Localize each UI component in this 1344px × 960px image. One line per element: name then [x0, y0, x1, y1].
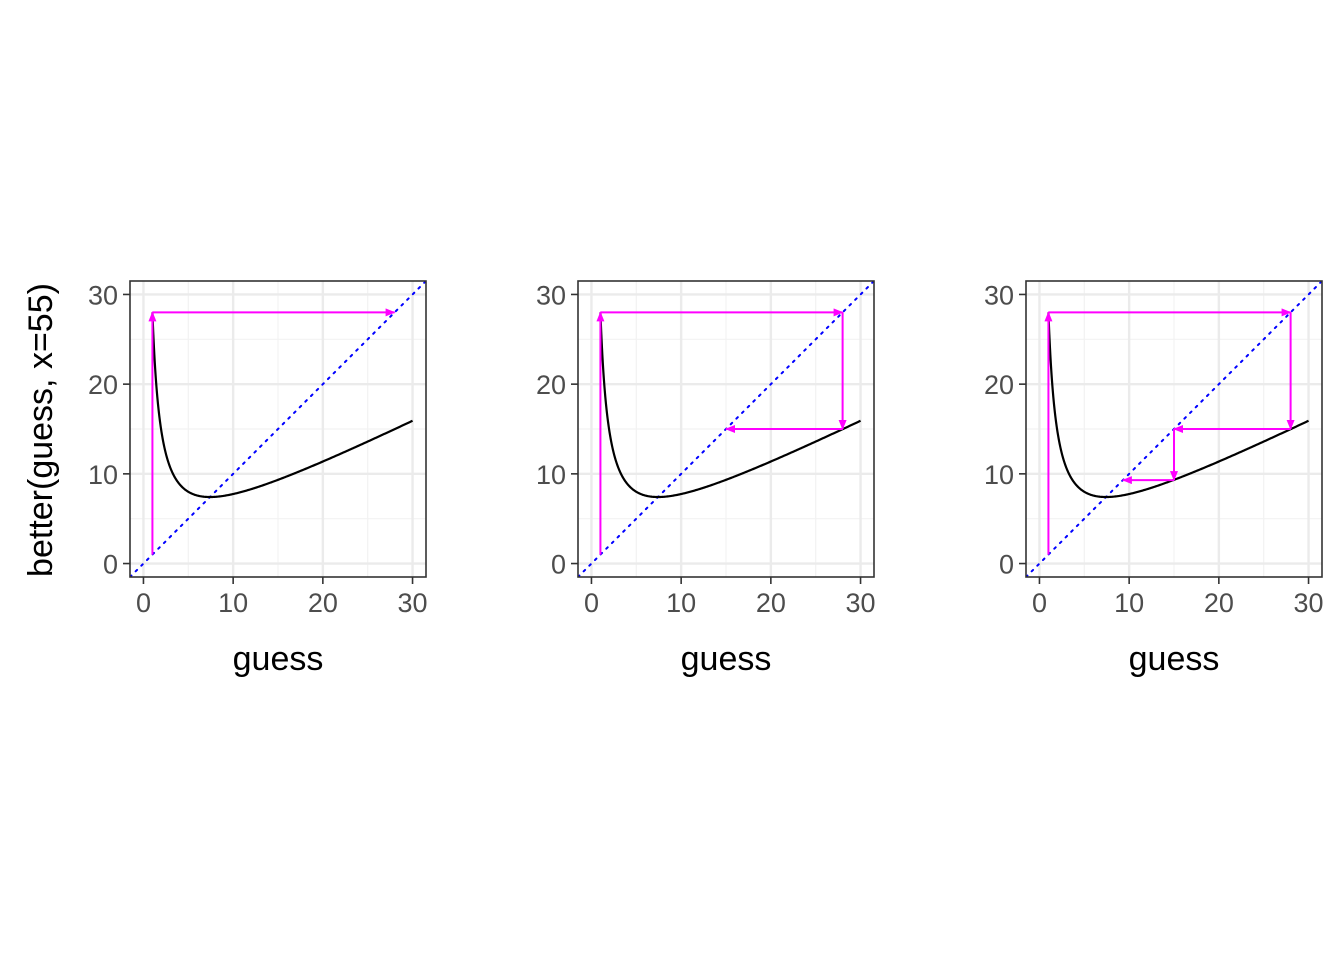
panel-3: 0 10 20 30 0 10 20 30 guess	[984, 280, 1324, 678]
panel-border	[1025, 280, 1323, 578]
plot-area	[130, 281, 426, 577]
x-tick-label: 20	[1204, 588, 1234, 618]
y-tick-label: 10	[536, 460, 566, 490]
plot-area	[578, 281, 874, 577]
x-axis-title: guess	[681, 640, 772, 678]
y-tick-label: 20	[88, 370, 118, 400]
y-tick-label: 20	[984, 370, 1014, 400]
panel-border	[577, 280, 875, 578]
x-tick-label: 10	[1114, 588, 1144, 618]
better-curve	[151, 312, 414, 499]
x-tick-label: 20	[756, 588, 786, 618]
x-tick-label: 30	[846, 588, 876, 618]
y-tick-label: 10	[88, 460, 118, 490]
better-curve	[1047, 312, 1310, 499]
panel-2: 0 10 20 30 0 10 20 30 guess	[536, 280, 876, 678]
x-tick-label: 10	[218, 588, 248, 618]
x-tick-label: 20	[308, 588, 338, 618]
panels: 0 10 20 30 0 10 20 30 guess 0 10 20 30 0 10 20 30 guess 0 1…	[88, 280, 1324, 678]
x-tick-label: 0	[136, 588, 151, 618]
identity-line	[130, 281, 426, 577]
x-tick-label: 30	[398, 588, 428, 618]
x-axis-title: guess	[233, 640, 324, 678]
y-tick-label: 20	[536, 370, 566, 400]
x-tick-label: 30	[1294, 588, 1324, 618]
better-curve	[599, 312, 862, 499]
y-tick-label: 30	[984, 280, 1014, 310]
y-tick-label: 0	[999, 550, 1014, 580]
x-axis-title: guess	[1129, 640, 1220, 678]
y-tick-label: 0	[551, 550, 566, 580]
panel-1: 0 10 20 30 0 10 20 30 guess	[88, 280, 428, 678]
x-tick-label: 10	[666, 588, 696, 618]
y-tick-label: 10	[984, 460, 1014, 490]
y-axis-title: better(guess, x=55)	[22, 283, 60, 577]
y-tick-label: 30	[536, 280, 566, 310]
panel-border	[129, 280, 427, 578]
y-tick-label: 0	[103, 550, 118, 580]
plot-area	[1026, 281, 1322, 577]
y-tick-label: 30	[88, 280, 118, 310]
x-tick-label: 0	[584, 588, 599, 618]
x-tick-label: 0	[1032, 588, 1047, 618]
